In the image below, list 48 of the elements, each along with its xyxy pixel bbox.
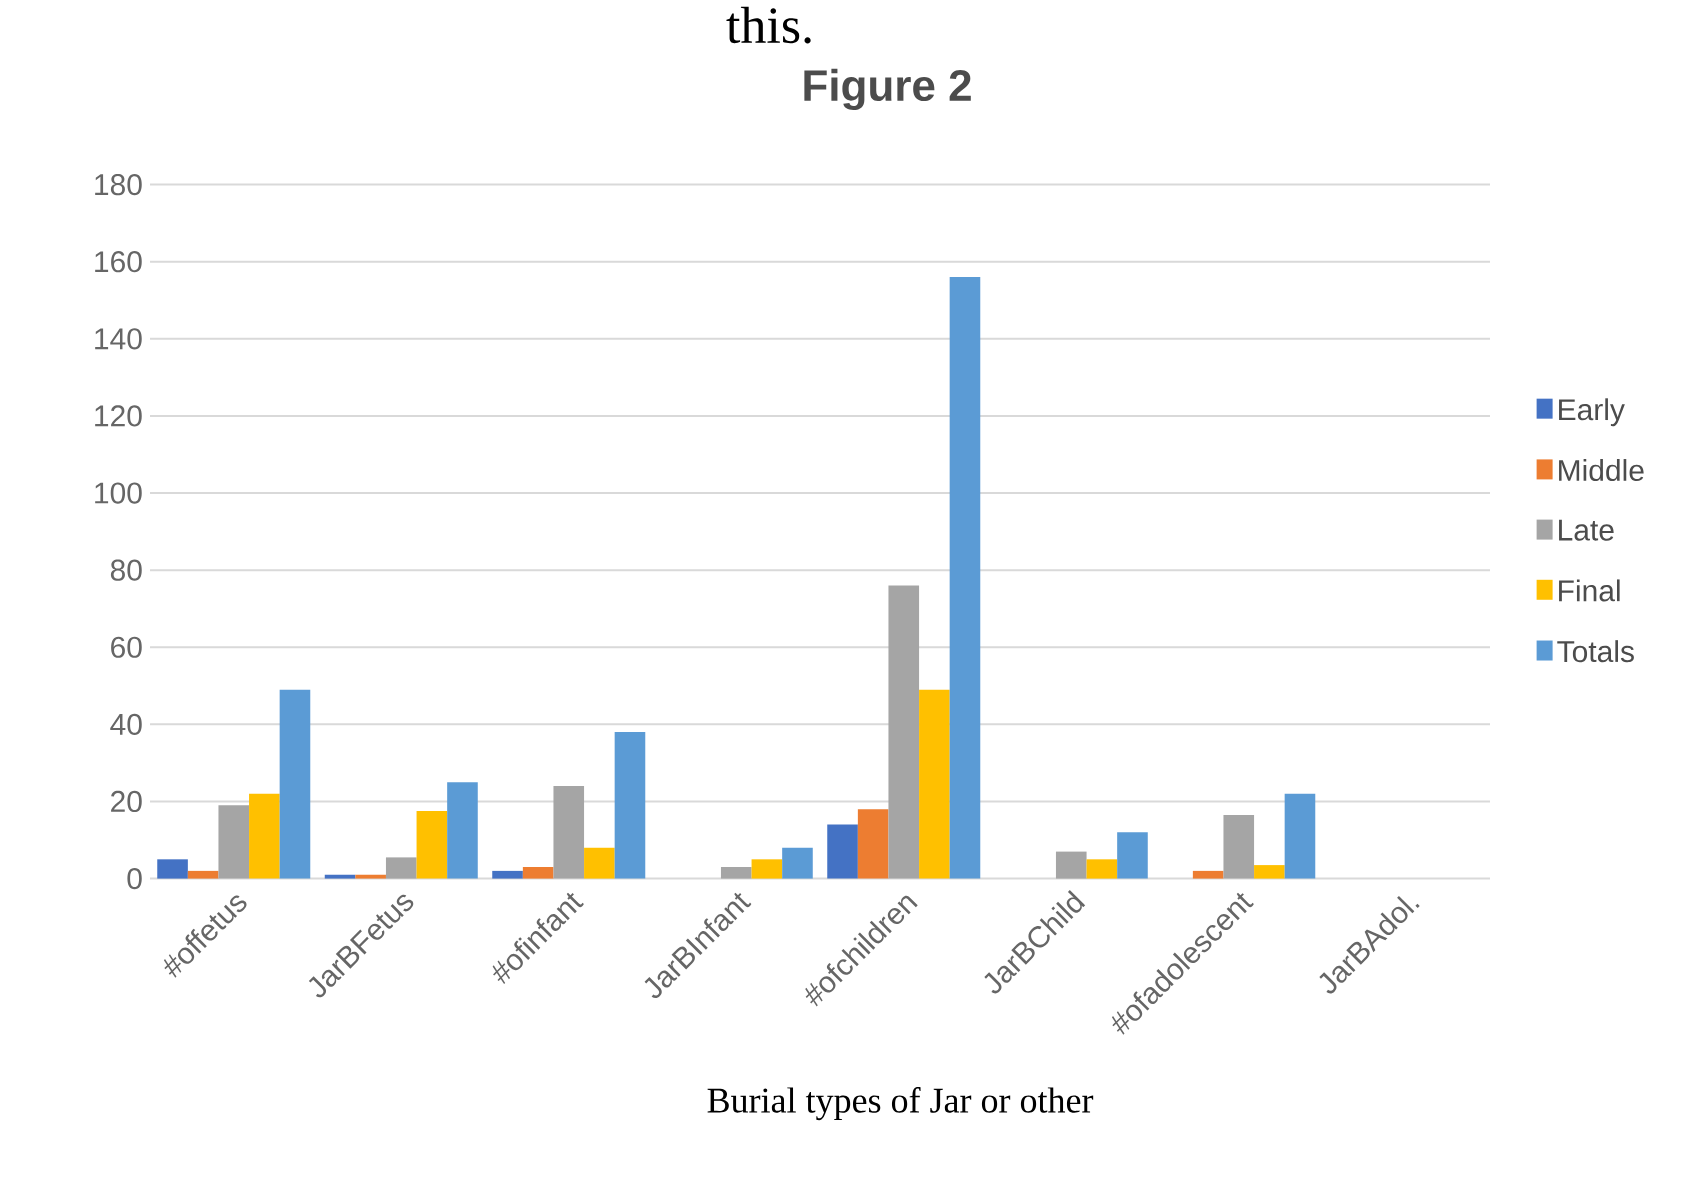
bar: [218, 805, 250, 879]
bar: [888, 585, 920, 879]
bar: [1192, 871, 1224, 879]
legend-label: Late: [1559, 519, 1614, 541]
chart-title: Figure 2: [804, 68, 971, 111]
bar: [1086, 859, 1118, 879]
bar: [1284, 793, 1316, 879]
bar: [279, 689, 311, 879]
bar: [1223, 815, 1255, 879]
bar: [522, 867, 554, 879]
bar: [355, 874, 386, 879]
bar: [385, 857, 417, 879]
y-tick-label: 140: [95, 328, 142, 350]
bar: [782, 847, 813, 879]
text: Burial types of Jar or other: [707, 1087, 1094, 1121]
bar: [614, 732, 646, 879]
bar: [827, 824, 858, 879]
bar: [1055, 851, 1087, 879]
bar: [751, 859, 783, 879]
bar: [324, 874, 356, 879]
bar: [584, 847, 615, 879]
text: this.: [726, 6, 811, 44]
y-tick-label: 180: [95, 174, 142, 196]
legend-label: Early: [1559, 398, 1625, 427]
bar: [720, 867, 752, 879]
y-tick-label: 120: [95, 405, 142, 427]
bar: [187, 871, 219, 879]
bar: [949, 277, 981, 879]
bar: [553, 786, 585, 879]
y-tick-label: 60: [111, 636, 142, 659]
bar: [249, 793, 280, 879]
legend-label: Totals: [1557, 640, 1634, 663]
y-tick-label: 100: [95, 482, 142, 504]
bar: [447, 782, 478, 879]
legend-label: Middle: [1559, 459, 1644, 482]
bar: [416, 811, 448, 879]
y-tick-label: 40: [110, 713, 142, 736]
bar: [857, 809, 889, 879]
bar: [1254, 865, 1285, 879]
bar: [919, 689, 950, 879]
legend-label: Final: [1559, 579, 1620, 602]
y-tick-label: 80: [110, 559, 142, 581]
bar: [492, 871, 523, 879]
bar: [157, 859, 188, 879]
bar: [1117, 832, 1148, 879]
y-tick-label: 20: [111, 791, 142, 813]
y-tick-label: 160: [95, 251, 142, 273]
y-tick-label: 0: [127, 868, 142, 890]
